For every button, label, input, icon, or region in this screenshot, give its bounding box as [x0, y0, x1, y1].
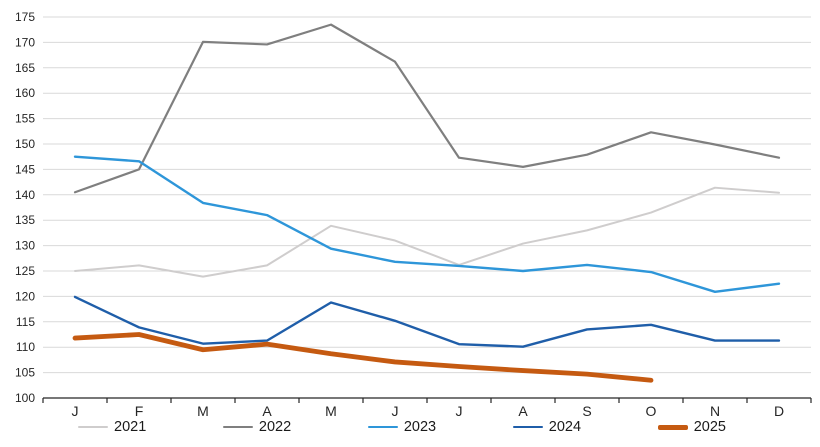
y-tick-label-130: 130 — [15, 239, 35, 253]
y-tick-label-145: 145 — [15, 162, 35, 176]
series-line-2021 — [74, 186, 780, 278]
x-tick-label-6: J — [392, 403, 399, 419]
y-tick-label-150: 150 — [15, 137, 35, 151]
legend-swatch-2024 — [512, 426, 543, 429]
y-tick-label-155: 155 — [15, 112, 35, 126]
x-tick-label-11: N — [710, 403, 720, 419]
x-tick-label-2: F — [135, 403, 144, 419]
legend-item-2021: 2021 — [78, 420, 146, 435]
series-line-2024 — [73, 295, 781, 348]
y-tick-label-140: 140 — [15, 188, 35, 202]
series-line-2025 — [72, 332, 654, 383]
legend-label-2021: 2021 — [114, 419, 147, 435]
series-line-2023 — [73, 155, 781, 294]
legend-item-2022: 2022 — [222, 419, 292, 435]
x-tick-label-4: A — [262, 403, 272, 419]
y-tick-label-100: 100 — [15, 391, 35, 405]
legend-swatch-2025 — [657, 424, 688, 430]
legend-label-2022: 2022 — [258, 419, 292, 435]
legend-swatch-2022 — [222, 426, 253, 429]
legend-swatch-2023 — [367, 426, 398, 429]
y-tick-label-120: 120 — [15, 289, 35, 303]
y-tick-label-135: 135 — [15, 213, 35, 227]
x-tick-label-9: S — [582, 403, 591, 419]
x-tick-label-7: J — [456, 403, 463, 419]
series-line-2022 — [73, 23, 781, 194]
legend-item-2024: 2024 — [512, 419, 582, 435]
legend-label-2024: 2024 — [548, 419, 582, 435]
legend-item-2025: 2025 — [657, 419, 726, 435]
y-tick-label-170: 170 — [15, 35, 35, 49]
y-tick-label-115: 115 — [16, 315, 35, 329]
x-tick-label-3: M — [197, 403, 209, 419]
x-tick-label-12: D — [774, 403, 784, 419]
legend-item-2023: 2023 — [367, 419, 437, 435]
x-tick-label-1: J — [72, 403, 79, 419]
y-tick-label-165: 165 — [15, 61, 35, 75]
x-tick-label-5: M — [325, 403, 337, 419]
x-tick-label-10: O — [646, 403, 657, 419]
y-tick-label-175: 175 — [15, 10, 35, 24]
y-tick-label-160: 160 — [15, 86, 35, 100]
y-tick-label-105: 105 — [15, 366, 35, 380]
x-tick-label-8: A — [518, 403, 528, 419]
chart-legend: 2021 2022 2023 2024 2025 — [78, 420, 726, 435]
legend-swatch-2021 — [78, 426, 108, 429]
legend-label-2025: 2025 — [693, 419, 726, 435]
y-tick-label-125: 125 — [15, 264, 35, 278]
y-tick-label-110: 110 — [16, 340, 35, 354]
legend-label-2023: 2023 — [403, 419, 437, 435]
